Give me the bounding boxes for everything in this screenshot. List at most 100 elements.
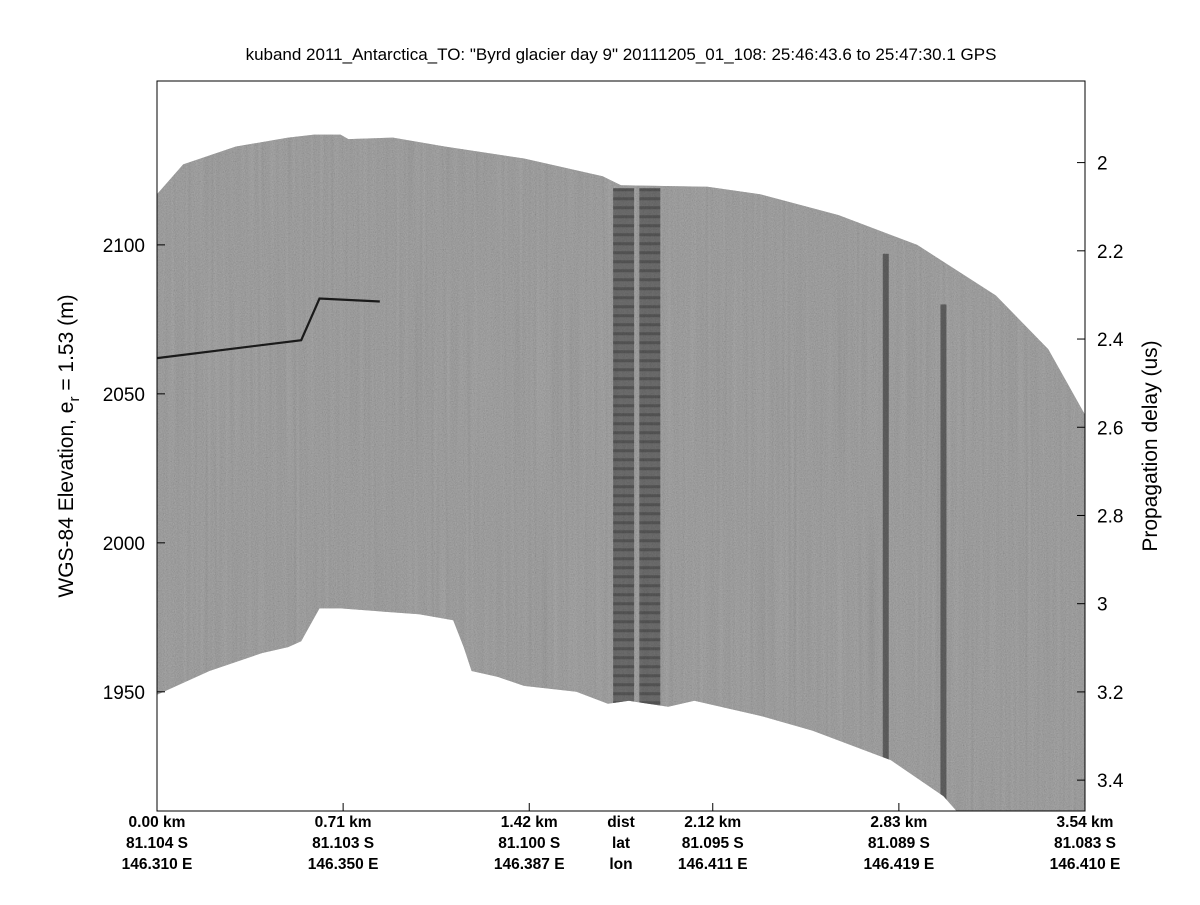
band-ripple — [639, 629, 661, 633]
band-ripple — [639, 485, 661, 489]
band-ripple — [639, 332, 661, 336]
band-ripple — [639, 323, 661, 327]
band-ripple — [639, 449, 661, 453]
band-ripple — [613, 611, 635, 615]
band-ripple — [639, 458, 661, 462]
band-ripple — [613, 350, 635, 354]
band-ripple — [613, 359, 635, 363]
left-tick-label: 2050 — [103, 385, 145, 406]
band-ripple — [613, 539, 635, 543]
band-ripple — [613, 557, 635, 561]
dark-band — [613, 188, 635, 704]
band-ripple — [639, 503, 661, 507]
band-ripple — [613, 449, 635, 453]
dark-band — [639, 188, 661, 707]
band-ripple — [639, 422, 661, 426]
band-ripple — [613, 314, 635, 318]
band-ripple — [613, 656, 635, 660]
band-ripple — [613, 341, 635, 345]
band-ripple — [613, 395, 635, 399]
band-ripple — [639, 638, 661, 642]
band-ripple — [639, 413, 661, 417]
band-ripple — [613, 224, 635, 228]
band-ripple — [639, 278, 661, 282]
plot-area — [157, 134, 1085, 811]
band-ripple — [613, 197, 635, 201]
band-ripple — [639, 494, 661, 498]
left-tick-label: 1950 — [103, 683, 145, 704]
band-ripple — [639, 584, 661, 588]
bottom-tick-label-lon: 146.310 E — [122, 856, 193, 873]
y-axis-left-label-main: WGS-84 Elevation, e — [55, 402, 78, 598]
band-ripple — [639, 530, 661, 534]
band-ripple — [639, 188, 661, 192]
bottom-tick-label-lon: 146.387 E — [494, 856, 565, 873]
band-ripple — [613, 593, 635, 597]
band-ripple — [613, 377, 635, 381]
band-ripple — [613, 665, 635, 669]
band-ripple — [639, 539, 661, 543]
band-ripple — [639, 575, 661, 579]
bottom-axis: 0.00 km 81.104 S 146.310 E 0.71 km 81.103 S 1… — [122, 803, 1121, 873]
right-tick-label: 3.2 — [1097, 683, 1123, 704]
band-ripple — [613, 458, 635, 462]
chart-title: kuband 2011_Antarctica_TO: "Byrd glacier… — [246, 45, 997, 64]
band-ripple — [639, 287, 661, 291]
right-tick-label: 2 — [1097, 154, 1108, 175]
band-ripple — [613, 287, 635, 291]
band-ripple — [613, 494, 635, 498]
bottom-row-label: dist — [607, 814, 635, 831]
band-ripple — [613, 512, 635, 516]
dark-bands — [613, 188, 947, 811]
band-ripple — [639, 197, 661, 201]
band-ripple — [639, 224, 661, 228]
dark-streak — [940, 304, 947, 811]
band-ripple — [639, 512, 661, 516]
right-tick-label: 2.4 — [1097, 330, 1124, 351]
band-ripple — [639, 314, 661, 318]
band-ripple — [639, 440, 661, 444]
band-ripple — [639, 647, 661, 651]
band-ripple — [613, 269, 635, 273]
internal-layer-line — [157, 297, 380, 360]
bottom-tick-label-lon: 146.350 E — [308, 856, 379, 873]
bottom-tick-label-lon: 146.410 E — [1050, 856, 1121, 873]
dark-streak — [882, 253, 889, 772]
band-ripple — [639, 269, 661, 273]
band-ripple — [613, 602, 635, 606]
band-ripple — [639, 251, 661, 255]
band-ripple — [613, 305, 635, 309]
bottom-tick-label-lat: 81.104 S — [126, 835, 188, 852]
band-ripple — [639, 305, 661, 309]
right-tick-label: 3.4 — [1097, 771, 1124, 792]
band-ripple — [639, 665, 661, 669]
bottom-tick-label-lat: 81.103 S — [312, 835, 374, 852]
band-ripple — [639, 242, 661, 246]
y-axis-left-label-subscript: r — [66, 397, 83, 402]
band-ripple — [639, 593, 661, 597]
y-axis-left-label: WGS-84 Elevation, er = 1.53 (m) — [55, 294, 83, 597]
bottom-tick-label-dist: 1.42 km — [501, 814, 558, 831]
band-ripple — [639, 431, 661, 435]
band-ripple — [639, 620, 661, 624]
left-tick-label: 2100 — [103, 236, 145, 257]
band-ripple — [639, 548, 661, 552]
bottom-row-label: lon — [609, 856, 632, 873]
band-ripple — [613, 530, 635, 534]
band-ripple — [639, 656, 661, 660]
band-ripple — [639, 386, 661, 390]
band-ripple — [639, 674, 661, 678]
band-ripple — [613, 683, 635, 687]
band-ripple — [613, 188, 635, 192]
band-ripple — [639, 476, 661, 480]
bottom-tick-label-dist: 0.00 km — [129, 814, 186, 831]
right-tick-label: 2.8 — [1097, 506, 1123, 527]
band-ripple — [639, 611, 661, 615]
band-ripple — [613, 485, 635, 489]
band-ripple — [639, 395, 661, 399]
band-ripple — [613, 575, 635, 579]
band-ripple — [613, 701, 635, 705]
band-ripple — [639, 602, 661, 606]
left-y-axis: 2100 2050 2000 1950 — [103, 236, 165, 704]
band-ripple — [613, 521, 635, 525]
